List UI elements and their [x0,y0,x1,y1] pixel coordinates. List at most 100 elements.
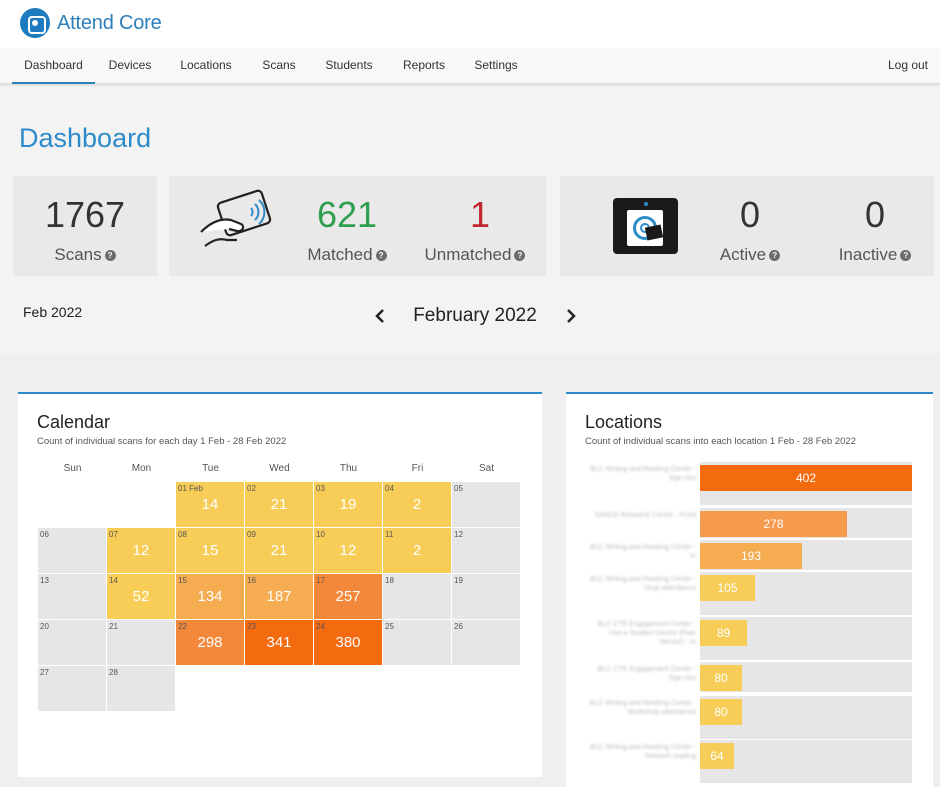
help-icon[interactable]: ? [900,250,912,262]
calendar-day-cell[interactable]: 26 [452,620,520,665]
day-number: 07 [109,530,118,539]
location-bar-value: 278 [763,517,784,531]
location-bar: 80 [700,699,742,725]
calendar-day-cell[interactable]: 19 [452,574,520,619]
day-number: 08 [178,530,187,539]
calendar-day-cell[interactable]: 10 12 [314,528,382,573]
weekday-header: Fri [411,463,424,474]
app-name: Attend Core [57,11,162,34]
location-bar-track: 80 [700,696,912,739]
card-tap-icon [200,189,272,247]
calendar-day-cell[interactable]: 01 Feb 14 [176,482,244,527]
calendar-day-cell[interactable]: 28 [107,666,175,711]
help-icon[interactable]: ? [514,250,526,262]
location-bar: 278 [700,511,847,537]
calendar-day-cell[interactable]: 11 2 [383,528,451,573]
day-number: 13 [40,576,49,585]
weekday-header: Thu [339,463,358,474]
nav-scans[interactable]: Scans [262,58,296,72]
calendar-day-cell[interactable]: 27 [38,666,106,711]
calendar-day-cell[interactable]: 15 134 [176,574,244,619]
location-row[interactable]: SANDS Research Center - Front 278 [586,508,913,538]
calendar-day-cell[interactable]: 09 21 [245,528,313,573]
nav-settings[interactable]: Settings [474,58,518,72]
day-scan-count: 14 [201,496,219,513]
help-icon[interactable]: ? [375,250,387,262]
nav-students[interactable]: Students [325,58,373,72]
location-bar-value: 402 [795,471,817,485]
chevron-right-icon[interactable] [565,309,577,323]
day-scan-count: 341 [266,634,292,651]
calendar-day-cell[interactable]: 23 341 [245,620,313,665]
location-bar-track: 80 [700,662,912,692]
location-row[interactable]: BLC CTE Engagement Center - Sign Out 80 [586,662,913,692]
calendar-day-cell[interactable]: 05 [452,482,520,527]
calendar-day-cell[interactable]: 06 [38,528,106,573]
calendar-day-cell[interactable]: 02 21 [245,482,313,527]
calendar-day-cell[interactable]: 17 257 [314,574,382,619]
day-number: 15 [178,576,187,585]
day-number: 24 [316,622,325,631]
location-row[interactable]: BLC Writing and Reading Center - Network… [586,740,913,783]
day-scan-count: 52 [132,588,150,605]
location-row[interactable]: BLC Writing and Reading Center - In 193 [586,540,913,570]
location-row[interactable]: BLC Writing and Reading Center - Sign Ou… [586,462,913,505]
main-nav: Dashboard Devices Locations Scans Studen… [0,48,940,84]
weekday-header: Mon [131,463,152,474]
nav-devices[interactable]: Devices [108,58,152,72]
day-number: 21 [109,622,118,631]
nav-dashboard[interactable]: Dashboard [12,48,95,84]
calendar-day-cell[interactable]: 12 [452,528,520,573]
day-number: 03 [316,484,325,493]
calendar-day-cell[interactable]: 14 52 [107,574,175,619]
devices-card: 0 Active? 0 Inactive? [560,176,934,276]
day-number: 16 [247,576,256,585]
top-bar: Attend Core [0,0,940,48]
calendar-day-cell[interactable]: 04 2 [383,482,451,527]
logout-link[interactable]: Log out [887,58,929,72]
location-row[interactable]: BLC Writing and Reading Center - Worksho… [586,696,913,739]
month-label: Feb 2022 [23,304,83,320]
day-number: 12 [454,530,463,539]
location-bar: 193 [700,543,802,569]
day-scan-count: 257 [335,588,361,605]
location-bar-track: 402 [700,462,912,505]
location-bar: 402 [700,465,912,491]
calendar-day-cell[interactable]: 18 [383,574,451,619]
calendar-day-cell[interactable]: 03 19 [314,482,382,527]
calendar-day-cell[interactable]: 08 15 [176,528,244,573]
day-number: 19 [454,576,463,585]
weekday-header: Sun [63,463,82,474]
location-bar: 105 [700,575,755,601]
day-number: 10 [316,530,325,539]
scans-count: 1767 [44,194,126,235]
calendar-day-cell[interactable]: 16 187 [245,574,313,619]
chevron-left-icon[interactable] [374,309,386,323]
help-icon[interactable]: ? [769,250,781,262]
day-scan-count: 380 [335,634,361,651]
inactive-count: 0 [864,194,886,235]
nav-locations[interactable]: Locations [180,58,232,72]
calendar-day-cell[interactable]: 13 [38,574,106,619]
day-number: 14 [109,576,118,585]
calendar-day-cell[interactable]: 25 [383,620,451,665]
calendar-day-cell[interactable]: 21 [107,620,175,665]
day-scan-count: 2 [412,542,422,559]
calendar-day-cell[interactable]: 24 380 [314,620,382,665]
location-bar-value: 80 [714,671,728,685]
calendar-day-cell[interactable]: 20 [38,620,106,665]
nav-reports[interactable]: Reports [402,58,446,72]
location-row[interactable]: BLC Writing and Reading Center - Drop at… [586,572,913,615]
location-bar-value: 64 [710,749,724,763]
location-bar-track: 278 [700,508,912,538]
day-number: 18 [385,576,394,585]
app-logo[interactable]: Attend Core [20,8,162,38]
calendar-day-cell[interactable]: 22 298 [176,620,244,665]
help-icon[interactable]: ? [104,250,116,262]
calendar-day-cell[interactable]: 07 12 [107,528,175,573]
day-scan-count: 21 [270,542,288,559]
day-number: 22 [178,622,187,631]
location-row[interactable]: BLC CTE Engagement Center - Use a Studen… [586,617,913,660]
day-number: 01 Feb [178,484,203,493]
day-number: 20 [40,622,49,631]
